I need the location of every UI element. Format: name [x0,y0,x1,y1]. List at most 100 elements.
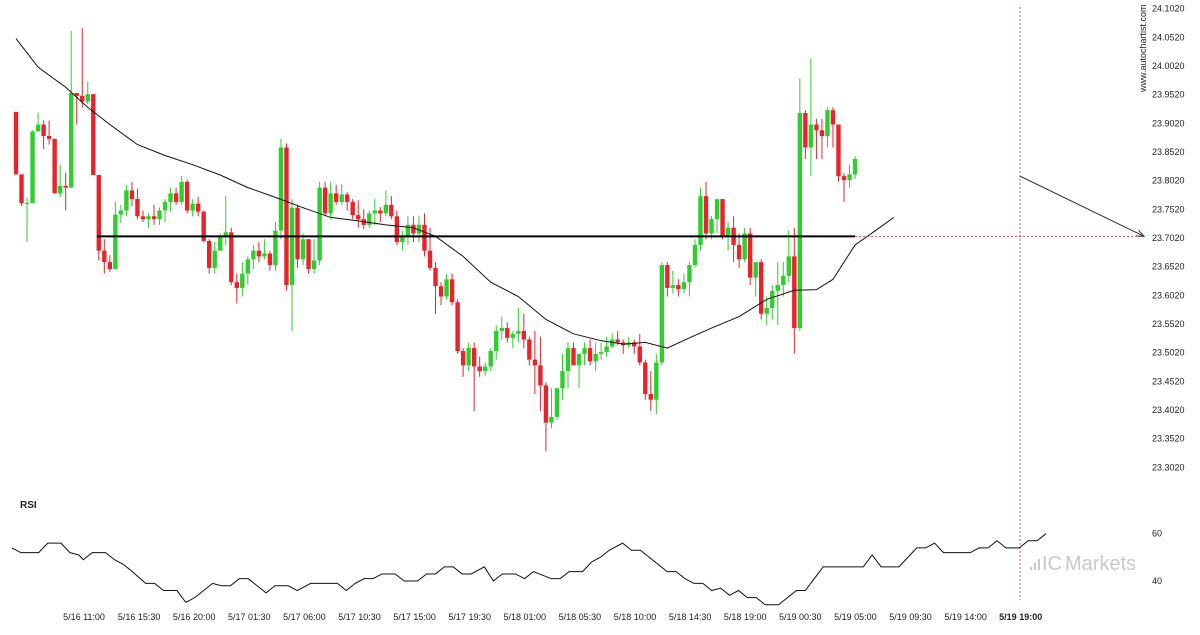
price-tick-label: 23.6520 [1152,262,1185,272]
candle-body [841,176,847,181]
candle-body [345,194,350,202]
candle-body [593,353,598,362]
candle-body [207,240,212,268]
rsi-axis: 60 40 [1152,529,1162,586]
price-tick-label: 23.5020 [1152,348,1185,358]
candle-body [676,285,681,290]
candle-body [720,199,725,237]
candle-body [190,203,195,211]
candle-body [460,351,466,366]
candle-body [378,210,383,214]
logo-bar-1 [1030,567,1032,570]
candle-body [195,203,201,212]
candle-body [615,339,620,343]
candle-body [278,147,284,231]
candle-body [422,224,427,251]
time-tick-label: 5/19 19:00 [999,612,1042,622]
rsi-tick-label: 60 [1152,529,1162,539]
price-axis: 24.1020 24.0520 24.0020 23.9520 23.9020 23.85… [1152,4,1185,473]
candle-body [471,348,477,367]
candle-body [322,187,328,214]
candle-body [725,227,731,237]
candle-body [284,147,289,286]
logo-bar-2 [1034,563,1036,570]
time-tick-label: 5/19 09:30 [889,612,932,622]
candle-body [367,213,372,225]
candle-body [499,328,504,331]
candle-body [852,158,858,175]
time-tick-label: 5/18 05:30 [559,612,602,622]
candle-body [416,224,422,234]
candle-body [13,111,19,175]
candle-body [52,138,57,194]
candle-body [654,362,659,400]
candle-body [273,230,278,265]
time-tick-label: 5/18 19:00 [724,612,767,622]
candle-body [433,267,438,287]
brand-ic: IC [1042,553,1062,575]
candle-body [135,199,140,217]
price-tick-label: 23.4020 [1152,405,1185,415]
candle-body [543,385,549,423]
candle-body [709,219,714,234]
candle-body [328,193,333,214]
candle-body [488,351,493,367]
candle-body [333,193,339,202]
price-tick-label: 23.7520 [1152,204,1185,214]
candle-body [698,196,703,245]
candle-body [245,259,251,274]
candle-body [113,214,118,270]
candle-body [35,124,41,132]
brand-markets: Markets [1065,553,1136,575]
candle-body [516,330,521,334]
price-tick-label: 23.4520 [1152,376,1185,386]
logo-bar-3 [1038,559,1040,570]
price-tick-label: 23.6020 [1152,290,1185,300]
candle-body [212,250,217,268]
candle-body [350,201,355,216]
candle-body [532,359,538,366]
candle-body [201,211,206,241]
candle-body [124,190,129,211]
candle-body [157,210,162,220]
candle-body [836,124,841,177]
time-tick-label: 5/16 20:00 [173,612,216,622]
rsi-line [11,533,1047,606]
price-tick-label: 24.1020 [1152,4,1185,14]
price-tick-label: 23.7020 [1152,233,1185,243]
candle-body [223,232,228,237]
candle-body [466,348,471,366]
moving-average-line [15,38,894,349]
candle-body [91,94,96,175]
candle-body [604,346,609,353]
candle-body [764,308,769,314]
candle-body [742,233,747,260]
candle-body [74,93,79,96]
candle-body [665,265,670,288]
candle-body [797,113,803,329]
candle-body [687,265,692,283]
time-tick-label: 5/16 15:30 [118,612,161,622]
price-tick-label: 23.3020 [1152,462,1185,472]
candle-body [786,256,791,276]
price-tick-label: 23.3520 [1152,434,1185,444]
candle-body [747,233,753,278]
candle-body [295,207,300,260]
price-tick-label: 24.0020 [1152,61,1185,71]
price-tick-label: 23.8020 [1152,176,1185,186]
time-tick-label: 5/18 10:00 [614,612,657,622]
candle-body [356,215,361,220]
candle-body [571,348,576,366]
candle-body [162,201,168,211]
candle-body [598,352,604,354]
candle-body [383,204,389,214]
candle-body [637,346,642,363]
candle-body [477,366,482,372]
candle-body [643,362,648,394]
time-tick-label: 5/18 14:30 [669,612,712,622]
candle-body [427,250,433,268]
candles-layer [13,28,858,452]
candle-body [63,185,68,188]
